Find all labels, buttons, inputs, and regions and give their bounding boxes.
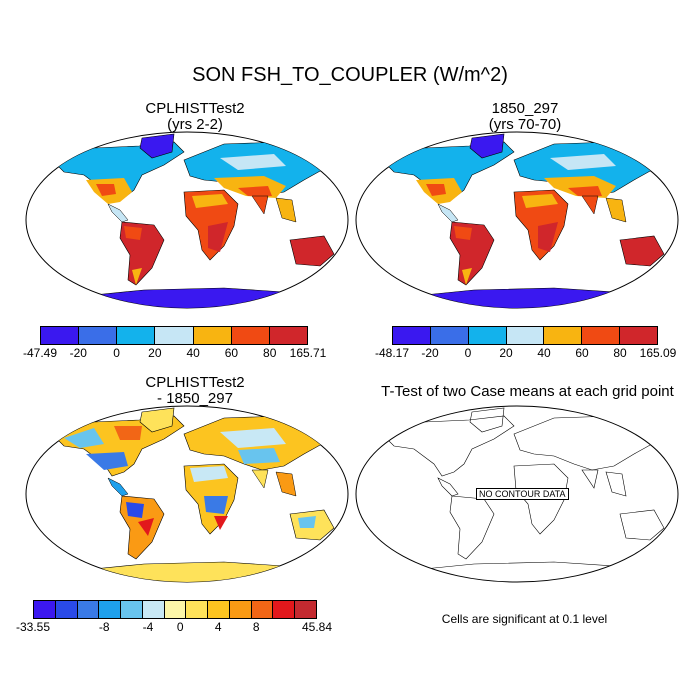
colorbar-1-tick-label: 80 — [263, 346, 277, 360]
colorbar-2-swatch — [393, 327, 431, 344]
colorbar-2-tick-label: 0 — [464, 346, 472, 360]
colorbar-3-swatch — [55, 601, 78, 618]
colorbar-1-tick-label: 165.71 — [289, 346, 327, 360]
colorbar-3-swatch — [229, 601, 252, 618]
colorbar-1-swatch — [41, 327, 80, 344]
colorbar-1-swatch — [79, 327, 118, 344]
map-panel-2 — [355, 131, 679, 309]
colorbar-3-swatch — [251, 601, 274, 618]
colorbar-1-tick-label: 0 — [113, 346, 120, 360]
colorbar-3-tick-label: -4 — [142, 620, 154, 634]
colorbar-2-tick-label: 40 — [537, 346, 551, 360]
colorbar-3-tick-label: -8 — [98, 620, 110, 634]
panel2-title: 1850_297 (yrs 70-70) — [370, 101, 680, 133]
colorbar-1-tick-label: -20 — [69, 346, 87, 360]
colorbar-2-swatch — [544, 327, 583, 344]
colorbar-3-swatch — [273, 601, 296, 618]
colorbar-2-swatch — [430, 327, 469, 344]
map-4-south-america — [449, 495, 495, 560]
colorbar-1-swatch — [155, 327, 194, 344]
colorbar-1-tick-label: 20 — [148, 346, 162, 360]
map-2-australia — [619, 235, 665, 267]
panel3-title: CPLHISTTest2 - 1850_297 — [40, 375, 350, 407]
colorbar-2-swatch — [468, 327, 507, 344]
colorbar-1-swatch — [231, 327, 270, 344]
colorbar-1-swatch — [117, 327, 156, 344]
map-4-greenland — [469, 407, 505, 433]
colorbar-3-swatch — [295, 601, 316, 618]
colorbar-3-tick-label: 8 — [252, 620, 260, 634]
colorbar-2-tick-label: 165.09 — [639, 346, 677, 360]
map-4-north-america — [383, 415, 515, 477]
figure-title: SON FSH_TO_COUPLER (W/m^2) — [192, 64, 508, 86]
colorbar-panel-2 — [392, 326, 658, 345]
colorbar-3-swatch — [34, 601, 56, 618]
panel2-title-line1: 1850_297 — [491, 100, 559, 117]
colorbar-panel-1 — [40, 326, 308, 345]
map-3-greenland — [139, 407, 175, 433]
colorbar-3-swatch — [164, 601, 187, 618]
colorbar-2-tick-label: 60 — [575, 346, 589, 360]
map-panel-1 — [25, 131, 349, 309]
colorbar-3-swatch — [142, 601, 165, 618]
colorbar-1-tick-label: 40 — [186, 346, 200, 360]
panel3-title-line2: - 1850_297 — [157, 390, 233, 407]
colorbar-1-swatch — [193, 327, 232, 344]
panel2-title-line2: (yrs 70-70) — [488, 116, 562, 133]
panel1-title: CPLHISTTest2 (yrs 2-2) — [40, 101, 350, 133]
colorbar-2-tick-label: -48.17 — [374, 346, 410, 360]
map-panel-3 — [25, 405, 349, 583]
map-1-greenland — [139, 133, 175, 159]
map-2-greenland — [469, 133, 505, 159]
colorbar-3-swatch — [77, 601, 100, 618]
panel1-title-line2: (yrs 2-2) — [167, 116, 223, 133]
colorbar-3-swatch — [121, 601, 143, 618]
colorbar-1-swatch — [269, 327, 307, 344]
colorbar-3-tick-label: 4 — [214, 620, 222, 634]
colorbar-2-tick-label: -20 — [421, 346, 439, 360]
colorbar-3-tick-label: -33.55 — [15, 620, 51, 634]
map-4-australia — [619, 509, 665, 541]
colorbar-3-tick-label: 45.84 — [301, 620, 333, 634]
colorbar-3-swatch — [186, 601, 209, 618]
colorbar-2-swatch — [582, 327, 621, 344]
colorbar-3-swatch — [208, 601, 230, 618]
colorbar-2-tick-label: 80 — [613, 346, 627, 360]
colorbar-2-tick-label: 20 — [499, 346, 513, 360]
no-contour-label: NO CONTOUR DATA — [476, 488, 569, 500]
colorbar-3-tick-label: 0 — [176, 620, 184, 634]
panel3-title-line1: CPLHISTTest2 — [145, 374, 245, 391]
colorbar-panel-3 — [33, 600, 317, 619]
panel1-title-line1: CPLHISTTest2 — [145, 100, 245, 117]
colorbar-2-swatch — [506, 327, 545, 344]
significance-note: Cells are significant at 0.1 level — [441, 612, 608, 626]
colorbar-1-tick-label: 60 — [224, 346, 239, 360]
colorbar-3-swatch — [99, 601, 122, 618]
colorbar-1-tick-label: -47.49 — [22, 346, 58, 360]
map-1-australia — [289, 235, 335, 267]
colorbar-2-swatch — [620, 327, 658, 344]
panel4-title: T-Test of two Case means at each grid po… — [381, 383, 674, 400]
